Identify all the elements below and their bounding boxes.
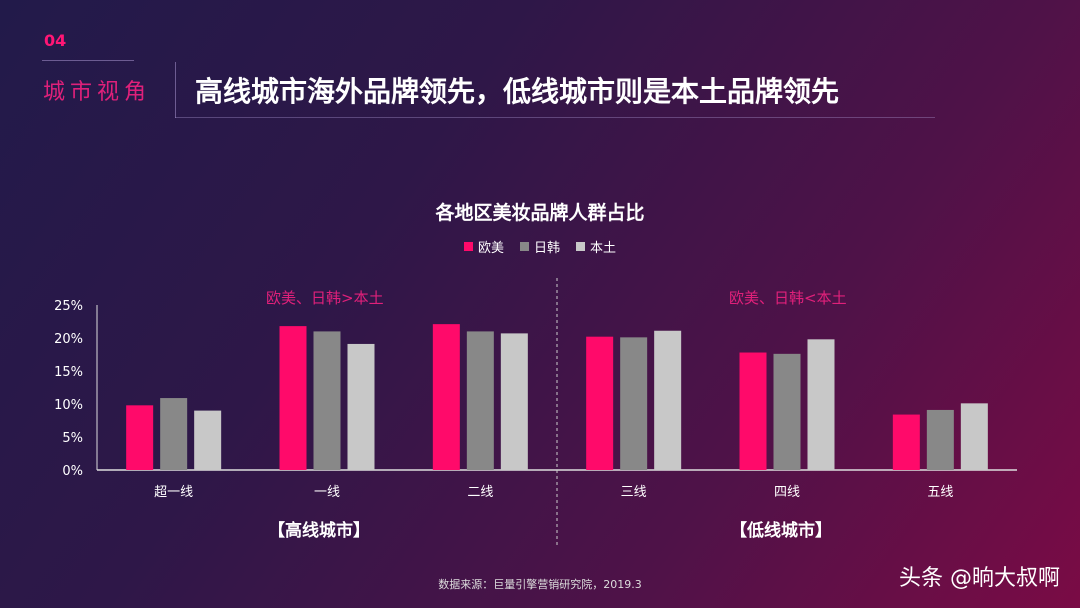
divider <box>42 60 134 61</box>
group-label-low: 【低线城市】 <box>730 521 832 541</box>
legend-item: 本土 <box>576 237 616 256</box>
section-number: 04 <box>44 31 67 50</box>
legend-swatch <box>519 242 529 251</box>
y-tick-label: 25% <box>54 299 83 314</box>
bar-欧美 <box>586 336 614 470</box>
legend-swatch <box>463 242 473 251</box>
bar-欧美 <box>126 405 154 470</box>
y-tick-label: 15% <box>54 365 83 380</box>
bar-欧美 <box>892 414 920 470</box>
bar-本土 <box>194 410 222 470</box>
bar-日韩 <box>620 337 648 470</box>
bar-日韩 <box>160 398 188 470</box>
y-tick-label: 0% <box>62 464 83 479</box>
y-tick-label: 5% <box>62 431 83 446</box>
y-tick-label: 10% <box>54 398 83 413</box>
bar-日韩 <box>466 331 494 470</box>
legend: 欧美 日韩 本土 <box>0 237 1080 256</box>
chart-title: 各地区美妆品牌人群占比 <box>435 202 645 224</box>
legend-label: 欧美 <box>477 241 504 256</box>
group-label-high: 【高线城市】 <box>268 521 370 541</box>
x-tick-label: 一线 <box>314 485 340 500</box>
legend-item: 日韩 <box>519 237 560 256</box>
bar-欧美 <box>279 326 307 470</box>
x-tick-label: 三线 <box>621 485 647 500</box>
bar-日韩 <box>773 353 801 470</box>
watermark: 头条 @晌大叔啊 <box>899 566 1060 591</box>
bar-欧美 <box>739 352 767 470</box>
y-tick-label: 20% <box>54 332 83 347</box>
bar-本土 <box>807 339 835 470</box>
bar-本土 <box>654 330 682 470</box>
bar-欧美 <box>432 324 460 470</box>
page-title: 高线城市海外品牌领先，低线城市则是本土品牌领先 <box>195 75 840 108</box>
divider <box>175 117 935 118</box>
x-tick-label: 四线 <box>774 485 800 500</box>
x-tick-label: 超一线 <box>154 485 193 500</box>
legend-item: 欧美 <box>463 237 504 256</box>
bar-本土 <box>347 343 375 470</box>
annotation-high: 欧美、日韩>本土 <box>266 289 384 307</box>
x-tick-label: 二线 <box>467 485 493 500</box>
annotation-low: 欧美、日韩<本土 <box>729 289 847 307</box>
divider <box>175 62 176 118</box>
bar-本土 <box>500 333 528 470</box>
x-tick-label: 五线 <box>927 485 953 500</box>
bar-日韩 <box>313 331 341 470</box>
legend-swatch <box>576 242 585 251</box>
legend-label: 日韩 <box>533 241 560 256</box>
bar-日韩 <box>926 409 954 470</box>
legend-label: 本土 <box>590 241 617 256</box>
section-label: 城市视角 <box>43 80 152 105</box>
bar-本土 <box>960 403 988 470</box>
source-note: 数据来源：巨量引擎营销研究院，2019.3 <box>438 578 642 591</box>
